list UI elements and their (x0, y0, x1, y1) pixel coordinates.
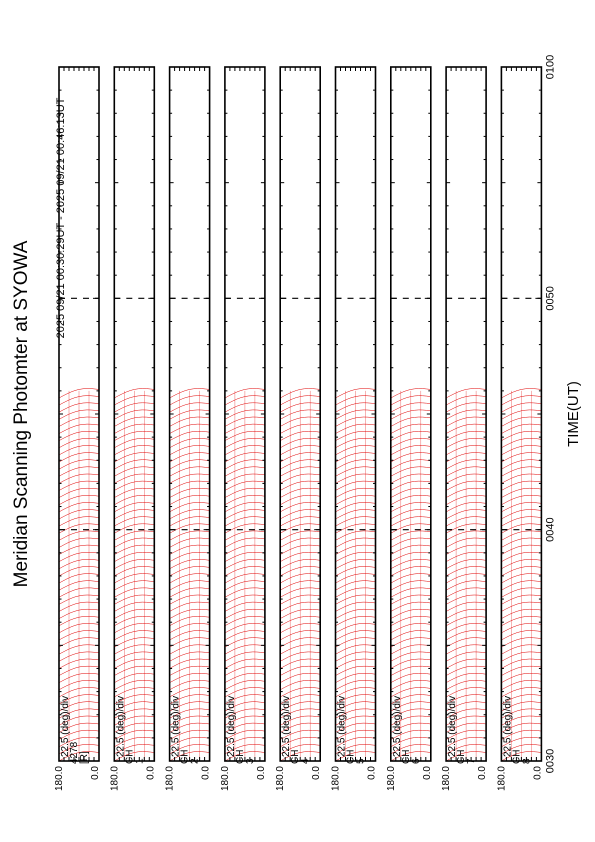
scale-label: 22.5 (deg)/div (115, 696, 126, 757)
channel-label-top: CH (346, 750, 357, 764)
scale-label: 22.5 (deg)/div (60, 696, 71, 757)
scan-trace (335, 388, 376, 399)
scale-label: 22.5 (deg)/div (447, 696, 458, 757)
y-tick-label: 180.0 (109, 766, 120, 791)
channel-label-bottom: 3 (245, 758, 256, 764)
x-tick-label: 0050 (544, 286, 556, 310)
y-tick-label: 0.0 (367, 766, 378, 780)
scan-trace (58, 388, 100, 399)
scan-trace (169, 388, 210, 399)
x-axis-label: TIME(UT) (565, 381, 582, 447)
x-tick-label: 0030 (544, 749, 556, 773)
scale-label: 22.5 (deg)/div (337, 696, 348, 757)
scale-label: 22.5 (deg)/div (502, 696, 513, 757)
channel-label-bottom: 7 (466, 758, 477, 764)
y-tick-label: 0.0 (145, 766, 156, 780)
channel-label-top: CH (290, 750, 301, 764)
scale-label: 22.5 (deg)/div (281, 696, 292, 757)
channel-label-top: CH (180, 750, 191, 764)
scan-trace (501, 388, 542, 399)
scan-trace (390, 388, 431, 399)
chart-subtitle: 2025 09/21 00:30:29UT - 2025 09/21 00:46… (55, 97, 67, 338)
y-tick-label: 180.0 (54, 766, 65, 791)
scan-trace (114, 388, 155, 399)
channel-label-top: CH (456, 750, 467, 764)
channel-label-top: 4278 (69, 741, 80, 764)
y-tick-label: 180.0 (496, 766, 507, 791)
y-tick-label: 0.0 (477, 766, 488, 780)
channel-label-top: CH (124, 750, 135, 764)
y-tick-label: 0.0 (256, 766, 267, 780)
channel-label-bottom: 4 (300, 758, 311, 764)
y-tick-label: 180.0 (275, 766, 286, 791)
scale-label: 22.5 (deg)/div (226, 696, 237, 757)
y-tick-label: 0.0 (90, 766, 101, 780)
scan-trace (280, 388, 321, 399)
y-tick-label: 180.0 (386, 766, 397, 791)
y-tick-label: 180.0 (220, 766, 231, 791)
channel-label-bottom: 6 (411, 758, 422, 764)
x-tick-label: 0040 (544, 517, 556, 541)
channel-label-top: CH (511, 750, 522, 764)
y-tick-label: 0.0 (201, 766, 212, 780)
y-tick-label: 0.0 (422, 766, 433, 780)
scan-trace (224, 388, 265, 399)
channel-label-bottom: 5 (356, 758, 367, 764)
y-tick-label: 0.0 (311, 766, 322, 780)
channel-label-bottom: 2 (190, 758, 201, 764)
y-tick-label: 0.0 (532, 766, 543, 780)
channel-label-top: CH (401, 750, 412, 764)
channel-label-top: CH (235, 750, 246, 764)
scan-trace (445, 388, 487, 399)
channel-label-bottom: [R] (79, 751, 90, 764)
x-tick-label: 0100 (544, 55, 556, 79)
channel-label-bottom: 1 (134, 758, 145, 764)
y-tick-label: 180.0 (331, 766, 342, 791)
x-tick-labels: 0030 0040 0050 0100 (544, 55, 556, 773)
channel-label-bottom: 8 (521, 758, 532, 764)
chart-title: Meridian Scanning Photomter at SYOWA (11, 240, 32, 587)
scale-label: 22.5 (deg)/div (392, 696, 403, 757)
y-tick-label: 180.0 (441, 766, 452, 791)
y-tick-label: 180.0 (165, 766, 176, 791)
scale-label: 22.5 (deg)/div (171, 696, 182, 757)
